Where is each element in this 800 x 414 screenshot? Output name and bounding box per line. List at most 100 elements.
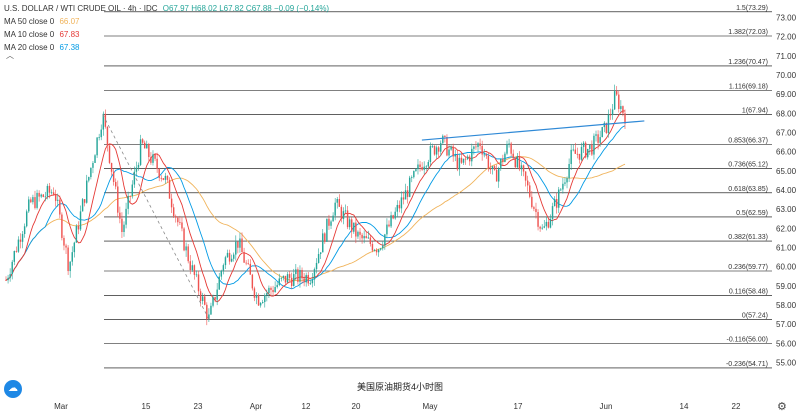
fib-label: 0(57.24) (742, 312, 768, 319)
candle-body (90, 167, 92, 178)
candle-body (355, 222, 357, 237)
fib-label: 0.382(61.33) (728, 234, 768, 241)
candle-body (572, 149, 574, 151)
candle-body (166, 175, 169, 180)
time-axis[interactable]: Mar 15 23 Apr 12 20 May 17 Jun 14 22 (54, 402, 741, 411)
candle-body (361, 234, 363, 239)
candle-body (94, 155, 96, 163)
candle-body (332, 215, 334, 222)
legend-ma10[interactable]: MA 10 close 0 67.83 (4, 28, 329, 41)
ma20-line (5, 125, 626, 290)
fibonacci-levels: 1.5(73.29) 1.382(72.03) 1.236(70.47) 1.116(… (104, 5, 772, 369)
candle-body (589, 144, 591, 149)
candle-body (13, 251, 16, 262)
candle-body (309, 283, 312, 285)
candle-body (266, 293, 268, 296)
candle-body (143, 142, 146, 149)
candle-body (137, 164, 140, 168)
candle-body (79, 211, 82, 230)
legend-ma20[interactable]: MA 20 close 0 67.38 (4, 41, 329, 54)
x-tick-label: Jun (600, 402, 613, 411)
candle-body (520, 165, 523, 170)
candle-body (148, 144, 150, 158)
candle-body (587, 148, 589, 158)
candle-body (208, 314, 210, 319)
candle-body (286, 274, 289, 283)
candle-body (40, 194, 42, 197)
candle-body (342, 211, 345, 220)
candle-body (44, 196, 47, 198)
candle-body (83, 199, 86, 203)
candle-body (375, 249, 378, 253)
candle-body (495, 169, 498, 182)
candle-body (417, 164, 419, 170)
y-tick-label: 57.00 (776, 320, 797, 329)
candle-body (15, 251, 18, 252)
candle-body (425, 166, 427, 168)
candle-body (595, 134, 597, 136)
candle-body (290, 277, 293, 287)
candle-body (61, 214, 63, 238)
y-tick-label: 72.00 (776, 33, 797, 42)
candle-body (272, 289, 274, 293)
fib-label: 1(67.94) (742, 107, 768, 114)
candle-body (398, 204, 401, 209)
candle-body (9, 274, 11, 278)
fib-label: 1.236(70.47) (728, 59, 768, 66)
candle-body (305, 274, 307, 283)
legend-ma50[interactable]: MA 50 close 0 66.07 (4, 15, 329, 28)
price-axis[interactable]: 55.00 56.00 57.00 58.00 59.00 60.00 61.00 62.00… (776, 13, 797, 367)
candle-body (597, 134, 599, 143)
candle-body (485, 154, 488, 156)
candle-body (400, 197, 403, 209)
candle-body (191, 265, 194, 271)
candle-body (222, 265, 225, 271)
fib-label: 0.5(62.59) (736, 210, 768, 217)
x-tick-label: 12 (302, 402, 311, 411)
candle-body (48, 185, 51, 193)
candle-body (392, 215, 394, 219)
candle-body (384, 234, 386, 246)
collapse-legend-button[interactable]: ︿ (6, 51, 14, 60)
candle-body (247, 263, 249, 265)
fib-label: 0.116(58.48) (729, 289, 768, 296)
candle-body (288, 274, 291, 278)
candle-body (206, 304, 208, 319)
candle-body (141, 139, 144, 143)
candle-body (324, 233, 326, 242)
y-tick-label: 60.00 (776, 263, 797, 272)
candle-body (609, 114, 612, 116)
candle-body (351, 219, 353, 232)
candle-body (81, 199, 84, 212)
candle-body (435, 147, 438, 155)
candle-body (475, 146, 477, 148)
candle-body (456, 154, 459, 170)
candle-body (270, 287, 272, 290)
candle-body (251, 274, 254, 289)
y-tick-label: 63.00 (776, 205, 797, 214)
candle-body (110, 162, 113, 172)
diagonal-dashed-line (102, 114, 210, 320)
candle-body (510, 143, 512, 154)
candle-body (437, 147, 440, 152)
candle-body (86, 180, 88, 203)
candle-body (57, 199, 59, 201)
y-tick-label: 62.00 (776, 224, 797, 233)
candle-body (34, 197, 36, 208)
candle-body (537, 212, 539, 227)
candle-body (46, 185, 49, 197)
candle-body (168, 179, 171, 199)
gear-icon[interactable]: ⚙ (777, 401, 787, 413)
candle-body (189, 261, 191, 271)
candle-body (71, 252, 73, 262)
candle-body (444, 135, 446, 138)
candle-body (100, 129, 102, 138)
candle-body (28, 199, 30, 212)
candle-body (500, 158, 502, 169)
candle-body (59, 199, 61, 215)
candle-body (313, 269, 316, 280)
y-tick-label: 59.00 (776, 282, 797, 291)
candle-body (406, 190, 409, 197)
y-tick-label: 73.00 (776, 13, 797, 22)
